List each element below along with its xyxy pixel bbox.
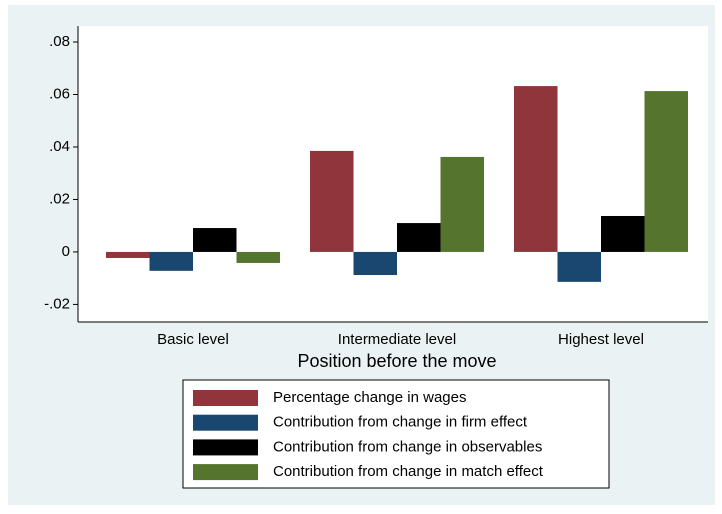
bar [310,150,354,252]
bar [236,251,280,263]
bar [644,91,688,252]
plot-area [78,26,708,322]
x-axis-title: Position before the move [297,351,496,371]
legend-label: Percentage change in wages [273,389,466,406]
bar [514,86,558,252]
x-tick-label: Basic level [157,331,229,348]
bar [397,223,441,252]
y-tick-label: .04 [49,138,70,155]
bar [106,251,150,258]
y-tick-label: .08 [49,33,70,50]
legend-swatch [193,414,258,431]
legend-swatch [193,464,258,481]
bar [149,251,193,271]
legend-label: Contribution from change in observables [273,438,542,455]
y-tick-label: 0 [62,243,70,260]
y-tick-label: -.02 [44,295,70,312]
bar [601,215,645,252]
legend-swatch [193,390,258,406]
bar [193,228,237,252]
legend-swatch [193,439,258,456]
legend-label: Contribution from change in match effect [273,463,544,480]
bar [557,251,601,282]
bar [440,156,484,252]
bar [353,251,397,276]
x-tick-label: Intermediate level [338,331,456,348]
y-tick-label: .06 [49,85,70,102]
y-tick-label: .02 [49,190,70,207]
x-tick-label: Highest level [558,331,644,348]
legend-label: Contribution from change in firm effect [273,414,528,431]
